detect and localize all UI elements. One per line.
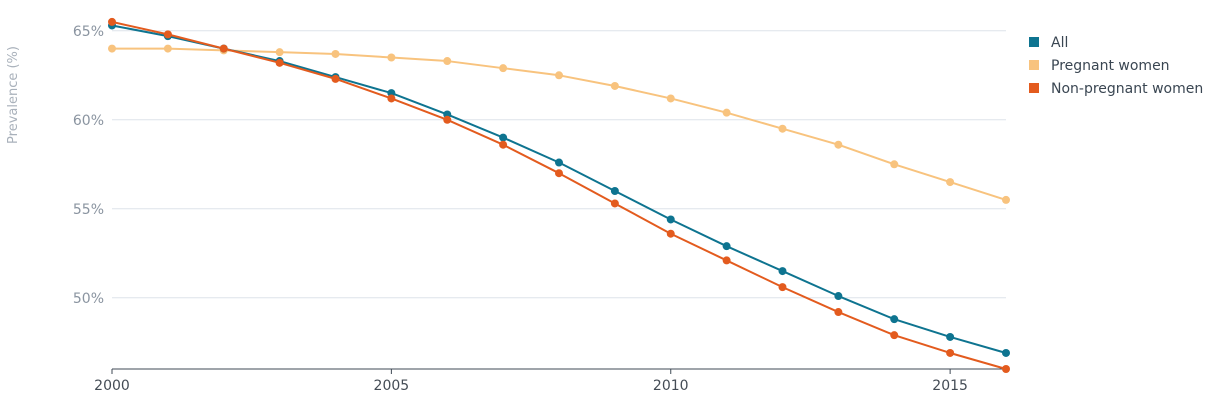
legend-swatch	[1029, 37, 1039, 47]
data-point-non-pregnant-women[interactable]	[834, 308, 843, 317]
gridlines	[112, 30, 1006, 299]
data-point-non-pregnant-women[interactable]	[275, 58, 284, 67]
data-point-all[interactable]	[666, 215, 675, 224]
x-tick-label: 2000	[94, 378, 130, 394]
x-tick-label: 2005	[374, 378, 410, 394]
data-point-pregnant-women[interactable]	[610, 81, 619, 90]
y-axis-ticks: 50% 55% 60% 65%	[73, 24, 104, 307]
data-point-all[interactable]	[722, 242, 731, 251]
data-point-non-pregnant-women[interactable]	[890, 331, 899, 340]
data-point-non-pregnant-women[interactable]	[946, 348, 955, 357]
series-non-pregnant-women	[108, 17, 1010, 373]
legend-label: Non-pregnant women	[1051, 81, 1203, 97]
y-axis-title: Prevalence (%)	[6, 46, 21, 144]
data-point-non-pregnant-women[interactable]	[443, 115, 452, 124]
x-axis: 2000 2005 2010 2015	[94, 368, 1006, 394]
legend-swatch	[1029, 60, 1039, 70]
data-point-pregnant-women[interactable]	[275, 48, 284, 57]
data-point-pregnant-women[interactable]	[163, 44, 172, 53]
data-point-pregnant-women[interactable]	[834, 140, 843, 149]
data-point-non-pregnant-women[interactable]	[499, 140, 508, 149]
legend-item-all[interactable]: All	[1029, 35, 1068, 51]
data-point-pregnant-women[interactable]	[331, 49, 340, 58]
data-point-all[interactable]	[1002, 348, 1010, 357]
y-tick-label: 65%	[73, 24, 104, 40]
data-point-all[interactable]	[834, 292, 843, 301]
data-point-non-pregnant-women[interactable]	[778, 283, 787, 292]
x-tick-label: 2010	[653, 378, 689, 394]
data-point-pregnant-women[interactable]	[890, 160, 899, 169]
data-point-all[interactable]	[499, 133, 508, 142]
data-point-pregnant-women[interactable]	[555, 71, 563, 80]
data-point-pregnant-women[interactable]	[778, 124, 787, 133]
series-line-pregnant-women	[111, 47, 1007, 201]
legend-item-non-pregnant-women[interactable]: Non-pregnant women	[1029, 81, 1203, 97]
y-tick-label: 55%	[73, 202, 104, 218]
y-tick-label: 50%	[73, 291, 104, 307]
data-point-non-pregnant-women[interactable]	[610, 199, 619, 208]
data-point-all[interactable]	[890, 315, 899, 324]
data-point-non-pregnant-women[interactable]	[163, 30, 172, 39]
data-point-all[interactable]	[555, 158, 563, 167]
x-tick-label: 2015	[932, 378, 968, 394]
data-point-non-pregnant-women[interactable]	[219, 44, 228, 53]
legend-item-pregnant-women[interactable]: Pregnant women	[1029, 58, 1170, 74]
y-tick-label: 60%	[73, 113, 104, 129]
data-point-non-pregnant-women[interactable]	[108, 17, 116, 26]
data-point-all[interactable]	[946, 332, 955, 341]
data-point-pregnant-women[interactable]	[387, 53, 396, 62]
data-point-non-pregnant-women[interactable]	[387, 94, 396, 103]
data-point-non-pregnant-women[interactable]	[666, 229, 675, 238]
data-point-pregnant-women[interactable]	[722, 108, 731, 117]
data-point-non-pregnant-women[interactable]	[555, 169, 563, 178]
data-point-all[interactable]	[610, 187, 619, 195]
data-point-pregnant-women[interactable]	[499, 64, 508, 73]
data-point-pregnant-women[interactable]	[108, 44, 116, 53]
series-pregnant-women	[108, 44, 1010, 204]
data-point-pregnant-women[interactable]	[1002, 195, 1010, 204]
data-point-pregnant-women[interactable]	[946, 178, 955, 187]
data-point-non-pregnant-women[interactable]	[722, 256, 731, 265]
data-point-pregnant-women[interactable]	[666, 94, 675, 103]
data-point-pregnant-women[interactable]	[443, 57, 452, 66]
data-point-non-pregnant-women[interactable]	[331, 74, 340, 83]
plot-area	[108, 17, 1010, 373]
data-point-all[interactable]	[778, 267, 787, 276]
legend[interactable]: All Pregnant women Non-pregnant women	[1029, 35, 1203, 97]
data-point-non-pregnant-women[interactable]	[1002, 365, 1010, 373]
legend-label: All	[1051, 35, 1068, 51]
legend-label: Pregnant women	[1051, 58, 1170, 74]
legend-swatch	[1029, 83, 1039, 93]
